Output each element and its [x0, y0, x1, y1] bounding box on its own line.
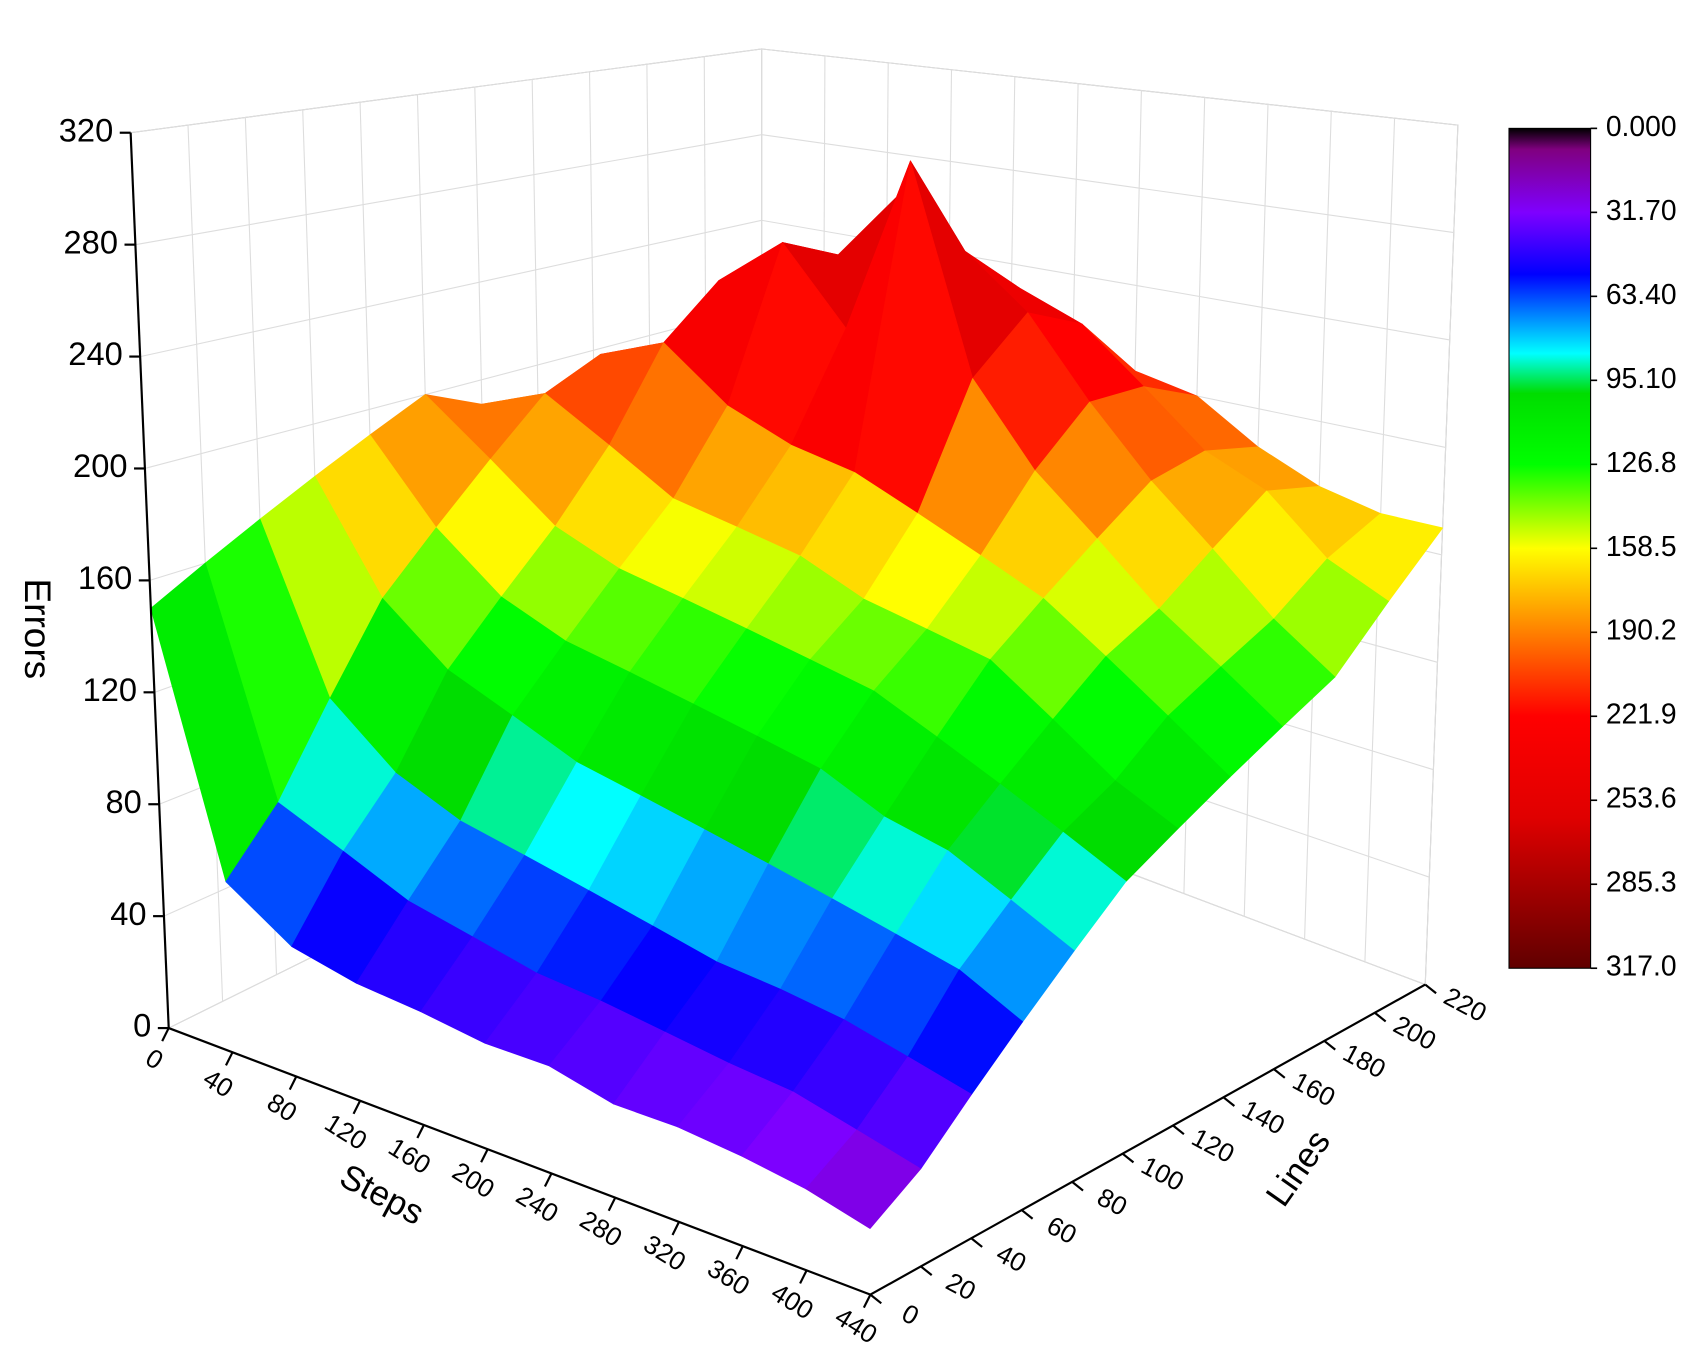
y-tick	[1424, 983, 1437, 995]
y-tick	[1172, 1124, 1185, 1136]
z-tick-label: 80	[105, 783, 141, 820]
y-tick	[970, 1237, 983, 1248]
z-tick-label: 200	[73, 447, 127, 484]
x-tick-label: 400	[766, 1277, 819, 1326]
x-tick-label: 280	[575, 1204, 628, 1253]
y-tick-label: 140	[1237, 1094, 1290, 1141]
y-tick	[869, 1293, 882, 1305]
colorbar-tick-label: 285.3	[1606, 866, 1677, 898]
z-tick-label: 240	[68, 335, 122, 372]
y-tick-label: 220	[1439, 981, 1492, 1028]
x-tick-label: 160	[383, 1132, 436, 1181]
x-tick	[288, 1076, 298, 1091]
x-tick	[352, 1100, 362, 1115]
x-tick	[862, 1294, 872, 1309]
x-tick-label: 240	[511, 1180, 564, 1229]
z-tick-label: 320	[59, 111, 113, 148]
x-axis	[168, 1027, 871, 1296]
y-tick-label: 40	[992, 1238, 1032, 1278]
colorbar-tick-label: 63.40	[1606, 278, 1677, 310]
colorbar: 0.000 31.70 63.40 95.10 126.8 158.5 190.2 221.9…	[1508, 110, 1677, 982]
colorbar-fill	[1508, 127, 1592, 969]
x-tick-label: 440	[830, 1301, 883, 1349]
x-tick-label: 40	[198, 1063, 239, 1104]
y-tick-label: 60	[1042, 1210, 1082, 1250]
y-tick	[1071, 1181, 1084, 1192]
x-tick-label: 0	[140, 1042, 168, 1075]
colorbar-tick-label: 158.5	[1606, 530, 1677, 562]
z-tick-label: 120	[83, 671, 137, 708]
z-tick-label: 40	[110, 895, 146, 932]
y-tick-label: 200	[1389, 1009, 1442, 1056]
x-tick	[607, 1197, 617, 1212]
colorbar-tick-label: 253.6	[1606, 782, 1677, 814]
colorbar-tick-label: 317.0	[1606, 950, 1677, 982]
grid-line	[1424, 125, 1459, 985]
y-tick	[920, 1265, 933, 1276]
y-tick	[1222, 1096, 1236, 1107]
x-tick	[735, 1245, 744, 1260]
colorbar-tick-label: 190.2	[1606, 614, 1677, 646]
x-tick	[161, 1027, 170, 1042]
y-tick-label: 180	[1338, 1037, 1391, 1084]
x-tick	[543, 1172, 553, 1187]
x-tick	[224, 1051, 234, 1066]
z-tick-label: 280	[64, 223, 118, 260]
x-tick-label: 360	[702, 1253, 755, 1302]
colorbar-tick-label: 0.000	[1606, 110, 1677, 142]
y-tick-label: 80	[1092, 1182, 1132, 1222]
colorbar-tick-label: 95.10	[1606, 362, 1677, 394]
x-tick-label: 120	[320, 1107, 373, 1156]
z-tick-label: 0	[133, 1007, 151, 1044]
y-tick	[1273, 1068, 1286, 1079]
y-tick-label: 100	[1136, 1150, 1189, 1197]
colorbar-tick-label: 126.8	[1606, 446, 1677, 478]
colorbar-tick-label: 31.70	[1606, 194, 1677, 226]
z-tick-label: 160	[78, 559, 132, 596]
x-tick-label: 200	[447, 1156, 500, 1205]
x-tick	[799, 1269, 808, 1284]
y-tick-label: 0	[897, 1298, 924, 1331]
y-tick	[1021, 1209, 1034, 1220]
z-axis-label: Errors	[17, 578, 58, 679]
y-tick	[1374, 1011, 1387, 1023]
y-tick-label: 160	[1288, 1066, 1341, 1113]
x-tick	[480, 1148, 489, 1163]
x-tick-label: 320	[639, 1229, 692, 1278]
y-axis	[869, 983, 1426, 1296]
x-tick-label: 80	[262, 1087, 303, 1128]
x-tick	[416, 1124, 425, 1139]
surface	[150, 160, 1443, 1229]
x-tick	[671, 1221, 681, 1236]
colorbar-tick-label: 221.9	[1606, 698, 1677, 730]
y-tick	[1121, 1152, 1135, 1164]
y-tick	[1323, 1040, 1336, 1051]
y-tick-label: 20	[941, 1266, 981, 1306]
y-tick-label: 120	[1187, 1122, 1240, 1169]
surface-cell	[805, 1129, 922, 1229]
